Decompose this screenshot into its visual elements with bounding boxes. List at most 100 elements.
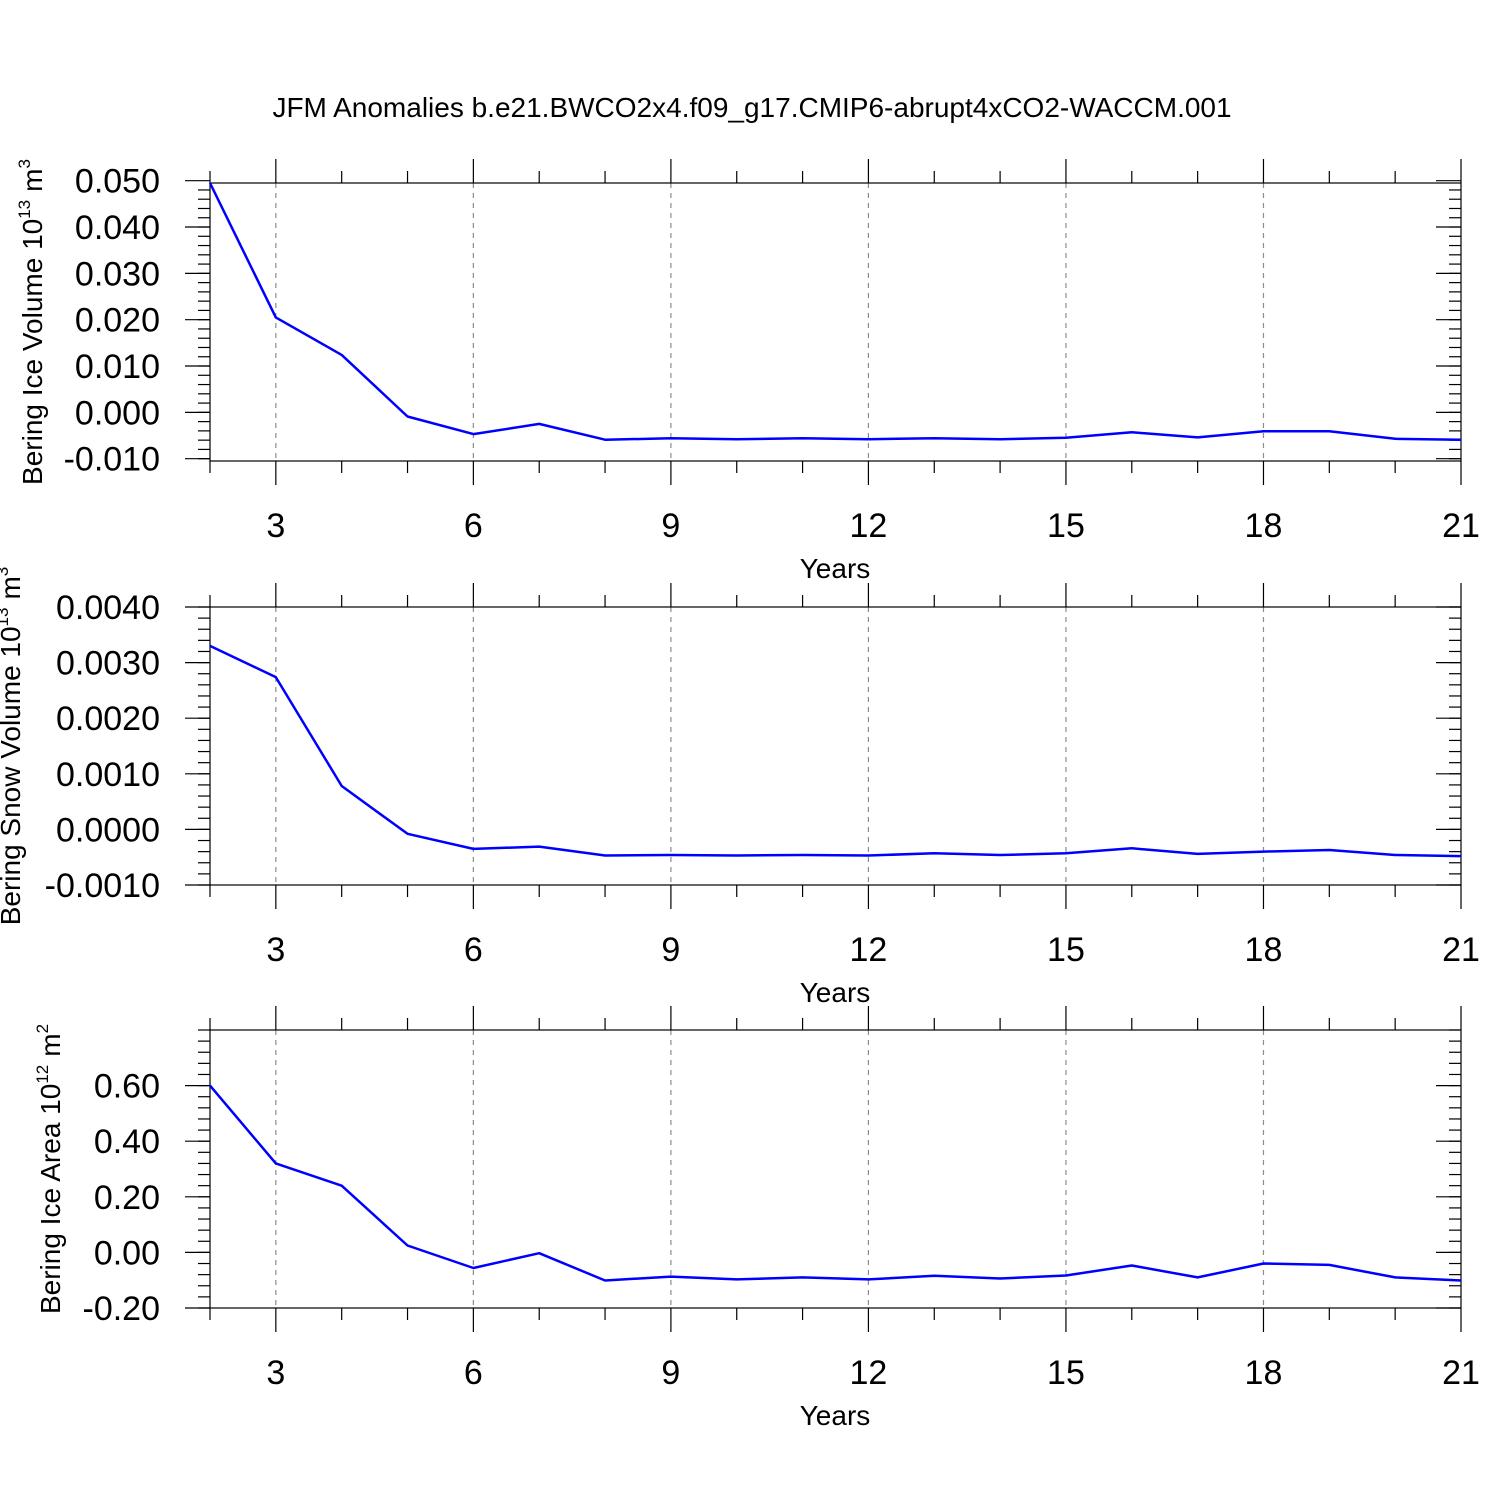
ice-volume-point-19	[1328, 430, 1330, 432]
snow-volume-ylabel-exponent: 13	[0, 608, 12, 627]
ice-area-tick-marks	[185, 1006, 1462, 1332]
ice-area-ylabel-unit-exponent: 2	[33, 1024, 52, 1033]
snow-volume-point-21	[1460, 855, 1462, 857]
snow-volume-y-tick-label-2: 0.0010	[56, 756, 160, 794]
ice-area-x-tick-label-18: 18	[1245, 1354, 1283, 1392]
ice-volume-point-9	[670, 437, 672, 439]
ice-volume-point-11	[801, 437, 803, 439]
ice-volume-point-13	[933, 437, 935, 439]
snow-volume-point-10	[736, 854, 738, 856]
ice-volume-x-tick-label-18: 18	[1245, 507, 1283, 545]
snow-volume-tick-labels: 3 6 9 12 15 18 21 -0.0010 0.0000 0.0010 0.0020 0.00…	[45, 589, 1480, 969]
ice-area-x-tick-label-6: 6	[464, 1354, 483, 1392]
ice-volume-x-tick-label-6: 6	[464, 507, 483, 545]
ice-area-x-tick-label-15: 15	[1047, 1354, 1085, 1392]
ice-area-point-19	[1328, 1264, 1330, 1266]
ice-area-series-line	[209, 1084, 1462, 1282]
snow-volume-y-tick-label-5: 0.0040	[56, 589, 160, 627]
ice-area-point-13	[933, 1275, 935, 1277]
ice-volume-y-tick-label-0: -0.010	[64, 441, 160, 479]
ice-volume-point-2	[209, 182, 211, 184]
snow-volume-y-tick-label-3: 0.0020	[56, 700, 160, 738]
snow-volume-x-tick-label-18: 18	[1245, 931, 1283, 969]
snow-volume-point-6	[472, 848, 474, 850]
ice-volume-y-tick-label-6: 0.050	[75, 163, 160, 201]
snow-volume-point-15	[1065, 852, 1067, 854]
ice-volume-tick-marks	[185, 159, 1462, 485]
ice-volume-x-tick-label-12: 12	[850, 507, 888, 545]
ice-volume-series-line	[208, 182, 1462, 441]
ice-volume-point-10	[736, 438, 738, 440]
ice-area-point-7	[538, 1252, 540, 1254]
snow-volume-x-tick-label-12: 12	[850, 931, 888, 969]
snow-volume-y-tick-label-1: 0.0000	[56, 811, 160, 849]
snow-volume-x-tick-label-3: 3	[266, 931, 285, 969]
snow-volume-y-tick-label-0: -0.0010	[45, 867, 160, 905]
snow-volume-plot-frame	[209, 606, 1462, 886]
ice-volume-point-8	[604, 438, 606, 440]
ice-volume-x-tick-label-9: 9	[661, 507, 680, 545]
snow-volume-x-tick-label-21: 21	[1442, 931, 1480, 969]
snow-volume-series-line	[209, 644, 1462, 858]
ice-volume-ylabel-exponent: 13	[15, 200, 34, 219]
ice-volume-y-tick-label-5: 0.040	[75, 209, 160, 247]
snow-volume-point-19	[1328, 849, 1330, 851]
snow-volume-point-5	[406, 833, 408, 835]
ice-area-point-21	[1460, 1279, 1462, 1281]
ice-volume-y-tick-label-3: 0.020	[75, 302, 160, 340]
ice-volume-ylabel-unit-exponent: 3	[15, 159, 34, 168]
ice-area-tick-labels: 3 6 9 12 15 18 21 -0.20 0.00 0.20 0.40 0.60	[83, 1068, 1480, 1392]
ice-area-x-tick-label-12: 12	[850, 1354, 888, 1392]
ice-volume-x-axis-label: Years	[800, 553, 871, 584]
ice-area-x-tick-label-9: 9	[661, 1354, 680, 1392]
ice-volume-ylabel-unit: m	[17, 169, 48, 192]
ice-volume-y-tick-label-1: 0.000	[75, 394, 160, 432]
ice-volume-point-5	[406, 415, 408, 417]
ice-volume-point-4	[340, 354, 342, 356]
ice-volume-point-21	[1460, 438, 1462, 440]
snow-volume-tick-marks	[185, 583, 1462, 909]
ice-volume-point-7	[538, 423, 540, 425]
snow-volume-point-2	[209, 645, 211, 647]
snow-volume-x-tick-label-9: 9	[661, 931, 680, 969]
ice-area-point-17	[1196, 1276, 1198, 1278]
ice-volume-ylabel-text: Bering Ice Volume 10	[17, 219, 48, 485]
ice-volume-x-tick-label-21: 21	[1442, 507, 1480, 545]
snow-volume-point-16	[1131, 847, 1133, 849]
ice-volume-x-tick-label-3: 3	[266, 507, 285, 545]
ice-volume-point-17	[1196, 436, 1198, 438]
ice-area-point-4	[340, 1184, 342, 1186]
snow-volume-y-tick-label-4: 0.0030	[56, 645, 160, 683]
snow-volume-point-4	[340, 785, 342, 787]
ice-area-point-6	[472, 1267, 474, 1269]
snow-volume-point-17	[1196, 853, 1198, 855]
ice-area-point-14	[999, 1277, 1001, 1279]
snow-volume-gridlines	[275, 607, 1265, 885]
ice-area-point-5	[406, 1244, 408, 1246]
ice-volume-point-3	[275, 316, 277, 318]
snow-volume-ylabel-unit: m	[0, 576, 26, 599]
ice-volume-y-tick-label-2: 0.010	[75, 348, 160, 386]
ice-volume-point-14	[999, 438, 1001, 440]
snow-volume-point-9	[670, 854, 672, 856]
ice-area-gridlines	[275, 1030, 1265, 1308]
ice-area-point-11	[801, 1276, 803, 1278]
ice-volume-point-20	[1394, 438, 1396, 440]
ice-area-x-tick-label-21: 21	[1442, 1354, 1480, 1392]
snow-volume-point-12	[867, 854, 869, 856]
snow-volume-point-14	[999, 854, 1001, 856]
ice-volume-point-18	[1262, 430, 1264, 432]
ice-area-x-tick-label-3: 3	[266, 1354, 285, 1392]
ice-volume-point-15	[1065, 437, 1067, 439]
snow-volume-ylabel-text: Bering Snow Volume 10	[0, 626, 26, 925]
ice-area-point-9	[670, 1275, 672, 1277]
ice-area-y-tick-label-3: 0.40	[94, 1123, 160, 1161]
ice-area-ylabel-unit: m	[35, 1033, 66, 1056]
ice-area-y-tick-label-0: -0.20	[83, 1290, 161, 1328]
ice-area-plot-frame	[209, 1029, 1462, 1309]
panel-ice-volume: 3 6 9 12 15 18 21 -0.010 0.000 0.010 0.020 0.030 0.0…	[15, 159, 1480, 584]
ice-volume-point-12	[867, 438, 869, 440]
figure-title: JFM Anomalies b.e21.BWCO2x4.f09_g17.CMIP…	[272, 92, 1231, 123]
ice-area-x-axis-label: Years	[800, 1400, 871, 1431]
